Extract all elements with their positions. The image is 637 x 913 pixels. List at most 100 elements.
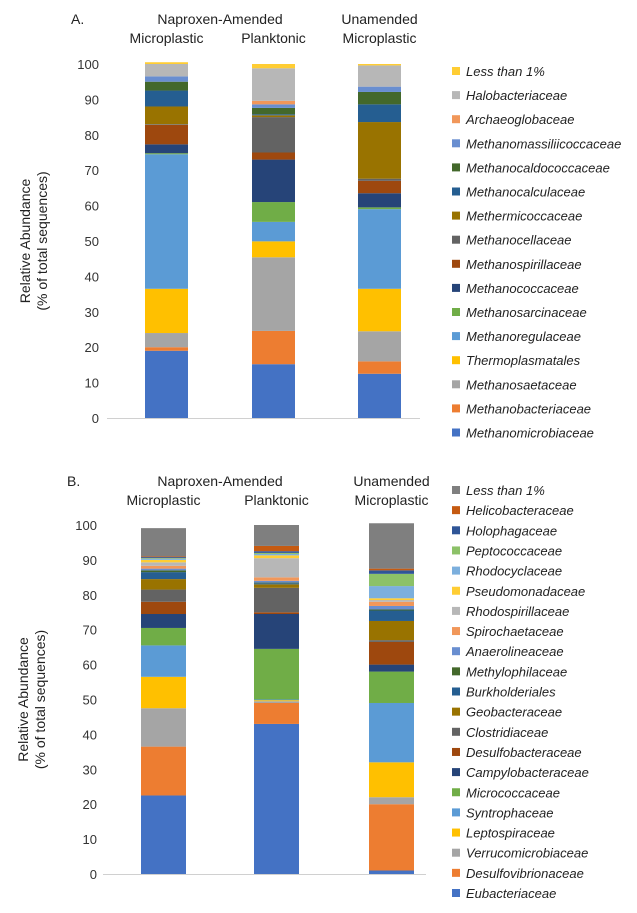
y-tick-label: 30 [85, 305, 99, 320]
bar-segment [254, 613, 299, 649]
bar-segment [254, 558, 299, 578]
legend-label: Rhodocyclaceae [466, 564, 562, 579]
legend-swatch [452, 667, 460, 676]
category-label: Planktonic [244, 492, 309, 508]
legend-swatch [452, 586, 460, 595]
bar-segment [252, 107, 295, 115]
bar-segment [145, 124, 188, 125]
bar-segment [141, 676, 186, 709]
bar-segment [358, 193, 401, 208]
bar-segment [358, 373, 401, 418]
category-label: Microplastic [343, 30, 417, 46]
bar-segment [252, 104, 295, 108]
bar-segment [369, 598, 414, 601]
group-header: Naproxen-Amended [157, 11, 282, 27]
bar-segment [252, 114, 295, 116]
bar-segment [252, 117, 295, 153]
bar-segment [254, 723, 299, 874]
y-axis-label: Relative Abundance [17, 179, 33, 304]
legend-label: Rhodospirillaceae [466, 604, 569, 619]
legend-label: Methanomicrobiaceae [466, 426, 594, 441]
bar-segment [252, 100, 295, 105]
panel-b: B. Naproxen-Amended Unamended Microplastic P… [15, 473, 589, 901]
bar-segment [145, 154, 188, 289]
bar-segment [358, 180, 401, 194]
bar-segment [254, 612, 299, 614]
bar-segment [369, 870, 414, 874]
legend-swatch [452, 163, 460, 172]
legend-swatch [452, 526, 460, 535]
bar-segment [369, 610, 414, 621]
legend-label: Desulfobacteraceae [466, 745, 582, 760]
bar-segment [369, 620, 414, 641]
y-tick-label: 20 [85, 340, 99, 355]
bar-segment [358, 64, 401, 66]
bar-segment [358, 288, 401, 332]
bar-segment [358, 209, 401, 289]
legend-swatch [452, 235, 460, 244]
bar-segment [252, 221, 295, 242]
legend-swatch [452, 506, 460, 515]
legend-swatch [452, 808, 460, 817]
bar-segment [252, 68, 295, 101]
legend-label: Methanocellaceae [466, 233, 572, 248]
bar-segment [141, 746, 186, 796]
bar-segment [145, 106, 188, 125]
bar-segment [252, 152, 295, 160]
y-tick-label: 70 [85, 163, 99, 178]
bar-segment [358, 91, 401, 105]
legend-label: Micrococcaceae [466, 785, 560, 800]
bar-segment [369, 523, 414, 569]
y-tick-label: 50 [85, 234, 99, 249]
legend-swatch [452, 546, 460, 555]
bar-segment [145, 90, 188, 107]
bar-segment [254, 551, 299, 553]
legend-label: Methanosaetaceae [466, 377, 577, 392]
y-axis-label: Relative Abundance [15, 637, 31, 762]
y-tick-label: 100 [75, 518, 97, 533]
bar-segment [369, 702, 414, 763]
bar-segment [369, 586, 414, 599]
bar-segment [141, 795, 186, 874]
bar-segment [369, 573, 414, 587]
bar-segment [254, 582, 299, 584]
bar-segment [254, 699, 299, 701]
bar-segment [254, 587, 299, 613]
y-tick-label: 60 [85, 199, 99, 214]
y-tick-label: 90 [83, 553, 97, 568]
y-axis-label: (% of total sequences) [32, 630, 48, 769]
panel-label: A. [71, 11, 84, 27]
legend-swatch [452, 91, 460, 100]
bar-segment [145, 64, 188, 77]
bar-segment [145, 124, 188, 145]
bar-segment [254, 525, 299, 546]
legend-swatch [452, 67, 460, 75]
category-label: Microplastic [130, 30, 204, 46]
category-label: Microplastic [355, 492, 429, 508]
bar-segment [141, 558, 186, 559]
bar-segment [254, 702, 299, 724]
y-axis-label: (% of total sequences) [34, 171, 50, 310]
bar-segment [145, 333, 188, 348]
bar-segment [252, 64, 295, 69]
legend-swatch [452, 687, 460, 696]
legend-label: Methanobacteriaceae [466, 401, 591, 416]
bar-segment [254, 701, 299, 703]
bar-segment [141, 557, 186, 559]
bar-segment [254, 583, 299, 585]
bar-segment [358, 207, 401, 210]
panel-label: B. [67, 473, 80, 489]
legend-label: Halobacteriaceae [466, 88, 567, 103]
legend-label: Methanocaldococcaceae [466, 160, 610, 175]
legend-swatch [452, 115, 460, 124]
legend-swatch [452, 788, 460, 797]
legend-label: Thermoplasmatales [466, 353, 581, 368]
legend-label: Methanocalculaceae [466, 185, 585, 200]
legend-label: Desulfovibrionaceae [466, 866, 584, 881]
y-tick-label: 50 [83, 693, 97, 708]
y-tick-label: 90 [85, 92, 99, 107]
legend-label: Methylophilaceae [466, 664, 567, 679]
bar-segment [369, 600, 414, 602]
legend-label: Methanosarcinaceae [466, 305, 587, 320]
